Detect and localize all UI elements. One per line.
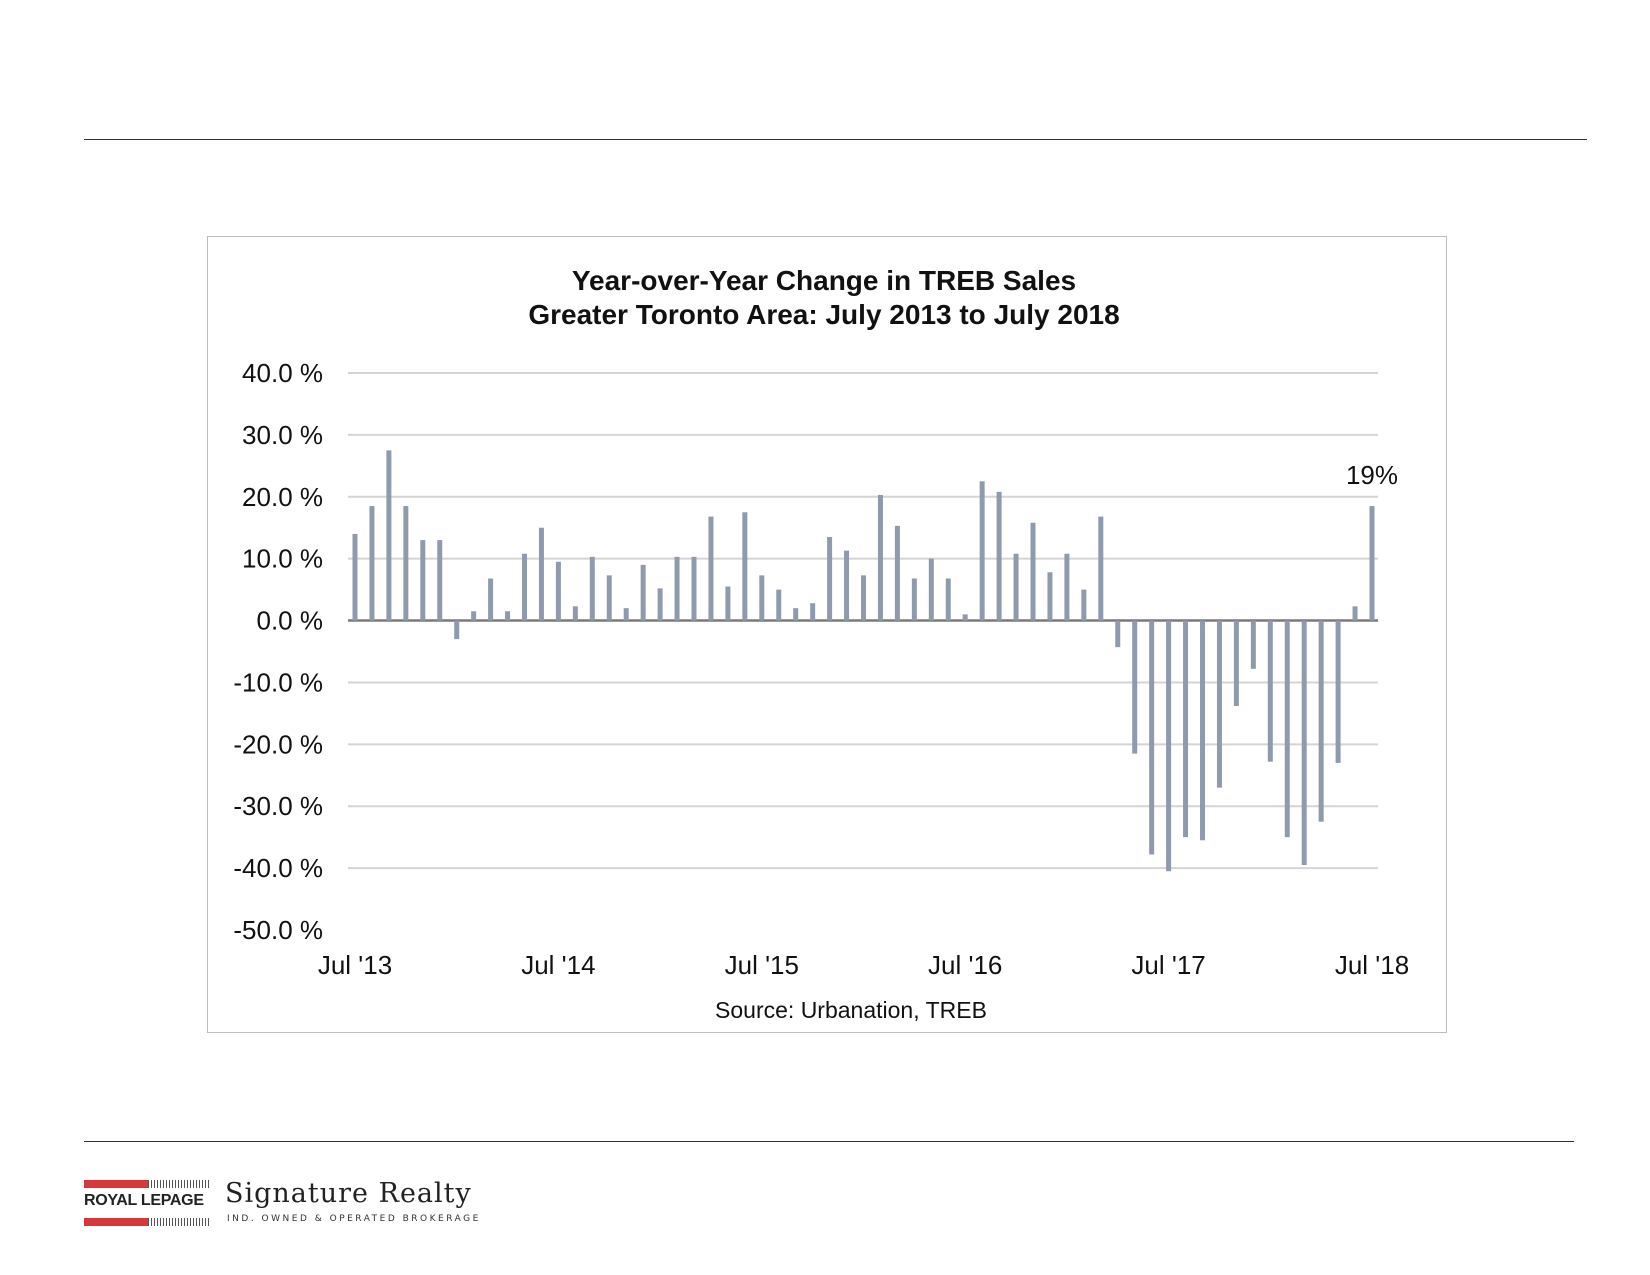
bar xyxy=(1030,522,1036,621)
bar xyxy=(1149,620,1155,855)
chart-subtitle: Greater Toronto Area: July 2013 to July … xyxy=(528,299,1119,330)
bar xyxy=(1369,506,1375,621)
chart-title: Year-over-Year Change in TREB Sales xyxy=(572,265,1076,296)
bar xyxy=(708,516,714,621)
bar xyxy=(861,575,866,621)
bar xyxy=(776,589,782,621)
chart-svg: Year-over-Year Change in TREB Sales Grea… xyxy=(233,265,1409,1023)
bar xyxy=(1267,620,1273,762)
y-tick-label: -50.0 % xyxy=(233,915,323,945)
logo-stripes-top xyxy=(148,1180,210,1188)
y-tick-label: -10.0 % xyxy=(233,667,323,697)
company-name: Signature Realty xyxy=(225,1178,472,1209)
bar xyxy=(1250,620,1256,669)
bar xyxy=(623,608,629,621)
bar xyxy=(1132,620,1138,754)
logo-red-bar-top xyxy=(84,1180,208,1188)
y-tick-label: 20.0 % xyxy=(242,482,323,512)
bars: 19% xyxy=(352,450,1398,872)
company-logo: ROYAL LEPAGE Signature Realty IND. OWNED… xyxy=(84,1178,478,1230)
bar xyxy=(386,450,392,621)
y-tick-label: 10.0 % xyxy=(242,544,323,574)
footer-rule xyxy=(84,1141,1574,1142)
bar xyxy=(691,556,697,621)
bar xyxy=(1352,606,1358,621)
bar xyxy=(369,506,375,621)
logo-stripes-bottom xyxy=(148,1218,210,1226)
y-tick-label: -30.0 % xyxy=(233,791,323,821)
bar xyxy=(928,558,934,621)
bar xyxy=(911,578,917,621)
bar xyxy=(1081,589,1087,621)
x-tick-label: Jul '17 xyxy=(1131,950,1205,980)
bar xyxy=(352,533,358,621)
x-tick-label: Jul '16 xyxy=(928,950,1002,980)
bar xyxy=(437,540,443,621)
header-rule xyxy=(84,139,1587,140)
bar xyxy=(606,575,612,621)
bar xyxy=(572,606,578,621)
bar xyxy=(1183,620,1189,838)
bar xyxy=(589,556,595,621)
bar xyxy=(793,608,799,621)
chart-container: Year-over-Year Change in TREB Sales Grea… xyxy=(207,236,1447,1033)
y-tick-label: 40.0 % xyxy=(242,358,323,388)
bar xyxy=(979,481,985,621)
bar xyxy=(877,494,883,621)
bar xyxy=(1047,572,1053,621)
x-tick-label: Jul '13 xyxy=(318,950,392,980)
bar xyxy=(674,556,680,621)
bar xyxy=(454,620,460,640)
annotation-label: 19% xyxy=(1346,460,1398,490)
source-note: Source: Urbanation, TREB xyxy=(715,997,987,1023)
y-tick-label: -20.0 % xyxy=(233,729,323,759)
bar xyxy=(1335,620,1341,763)
bar xyxy=(505,611,511,621)
bar xyxy=(471,611,477,621)
logo-brand-text: ROYAL LEPAGE xyxy=(84,1192,204,1209)
bar xyxy=(827,537,833,621)
x-tick-label: Jul '14 xyxy=(521,950,595,980)
bar xyxy=(1064,553,1070,621)
bar xyxy=(1301,620,1307,866)
bar xyxy=(742,512,748,621)
bar xyxy=(538,527,544,621)
bar xyxy=(1166,620,1172,872)
bar xyxy=(403,506,409,621)
x-tick-label: Jul '15 xyxy=(725,950,799,980)
bar xyxy=(1200,620,1205,841)
bar xyxy=(844,550,850,621)
y-tick-label: 0.0 % xyxy=(257,606,324,636)
y-tick-label: 30.0 % xyxy=(242,420,323,450)
bar xyxy=(657,588,663,621)
bar xyxy=(1318,620,1324,822)
bar xyxy=(894,525,900,621)
bar xyxy=(522,553,527,621)
bar xyxy=(420,540,426,621)
bar xyxy=(1115,620,1121,648)
bar xyxy=(488,578,494,621)
bar xyxy=(945,578,951,621)
bar xyxy=(725,586,731,621)
bar xyxy=(1284,620,1290,838)
bar xyxy=(759,575,765,621)
x-axis-labels: Jul '13 Jul '14 Jul '15 Jul '16 Jul '17 Jul '… xyxy=(318,950,1409,980)
company-tagline: IND. OWNED & OPERATED BROKERAGE xyxy=(227,1214,481,1224)
logo-red-bar-bottom xyxy=(84,1218,208,1226)
bar xyxy=(996,491,1002,621)
bar xyxy=(810,603,816,621)
bar xyxy=(1233,620,1239,706)
bar xyxy=(1098,516,1104,621)
bar xyxy=(1013,553,1019,621)
x-tick-label: Jul '18 xyxy=(1335,950,1409,980)
bar xyxy=(555,561,561,621)
y-axis-labels: 40.0 % 30.0 % 20.0 % 10.0 % 0.0 % -10.0 % -20.… xyxy=(233,358,323,945)
y-tick-label: -40.0 % xyxy=(233,853,323,883)
bar xyxy=(640,564,646,621)
bar xyxy=(962,614,968,621)
bar xyxy=(1216,620,1222,788)
